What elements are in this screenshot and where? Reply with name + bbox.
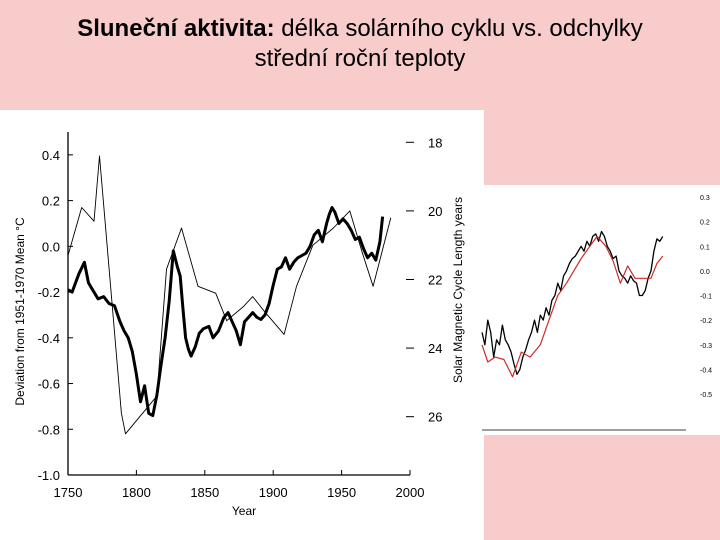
inset-y-tick-label: -0.4 <box>700 367 712 374</box>
inset-y-tick-label: -0.1 <box>700 294 712 301</box>
slide-title-line2: střední roční teploty <box>254 45 466 72</box>
x-tick-label: 1950 <box>327 485 356 500</box>
y-axis-title: Deviation from 1951-1970 Mean °C <box>13 217 27 406</box>
y2-axis-title: Solar Magnetic Cycle Length years <box>451 197 465 383</box>
inset-chart-panel: 186018801900192019401960198020000.30.20.… <box>468 185 720 435</box>
inset-temperature-line <box>481 230 664 375</box>
y-tick-label: -0.8 <box>38 422 60 437</box>
slide-title-bold: Sluneční aktivita: <box>77 15 275 42</box>
y-tick-label: 0.4 <box>42 148 60 163</box>
y-tick-label: -0.4 <box>38 331 60 346</box>
solar-cycle-length-line <box>67 155 392 435</box>
x-axis-title: Year <box>232 504 256 518</box>
inset-solar-cycle-line <box>481 235 664 378</box>
inset-y-tick-label: 0.0 <box>700 269 710 276</box>
y-tick-label: -1.0 <box>38 468 60 483</box>
y2-tick-label: 18 <box>428 135 442 150</box>
y-tick-label: 0.2 <box>42 194 60 209</box>
inset-y-tick-label: -0.3 <box>700 343 712 350</box>
main-chart: 1750 1800 1850 1900 1950 2000 0.4 0.2 0.0 -0.2 -0.… <box>13 132 465 518</box>
y-tick-label: -0.6 <box>38 377 60 392</box>
slide-title-rest: délka solárního cyklu vs. odchylky <box>274 15 643 42</box>
inset-y-tick-label: 0.3 <box>700 195 710 202</box>
inset-y-tick-label: -0.5 <box>700 392 712 399</box>
y2-tick-label: 24 <box>428 341 442 356</box>
y-tick-label: 0.0 <box>42 239 60 254</box>
temperature-deviation-line <box>67 206 385 417</box>
slide-title: Sluneční aktivita: délka solárního cyklu… <box>0 14 720 74</box>
x-tick-label: 2000 <box>396 485 425 500</box>
y2-tick-label: 26 <box>428 410 442 425</box>
x-tick-label: 1750 <box>54 485 83 500</box>
inset-chart: 186018801900192019401960198020000.30.20.… <box>481 195 712 431</box>
x-tick-label: 1800 <box>122 485 151 500</box>
y2-tick-label: 22 <box>428 272 442 287</box>
y2-tick-label: 20 <box>428 204 442 219</box>
inset-y-tick-label: -0.2 <box>700 318 712 325</box>
y-tick-label: -0.2 <box>38 285 60 300</box>
main-chart-panel: 1750 1800 1850 1900 1950 2000 0.4 0.2 0.0 -0.2 -0.… <box>0 110 484 540</box>
inset-y-tick-label: 0.2 <box>700 220 710 227</box>
x-tick-label: 1850 <box>190 485 219 500</box>
inset-y-tick-label: 0.1 <box>700 244 710 251</box>
x-tick-label: 1900 <box>259 485 288 500</box>
